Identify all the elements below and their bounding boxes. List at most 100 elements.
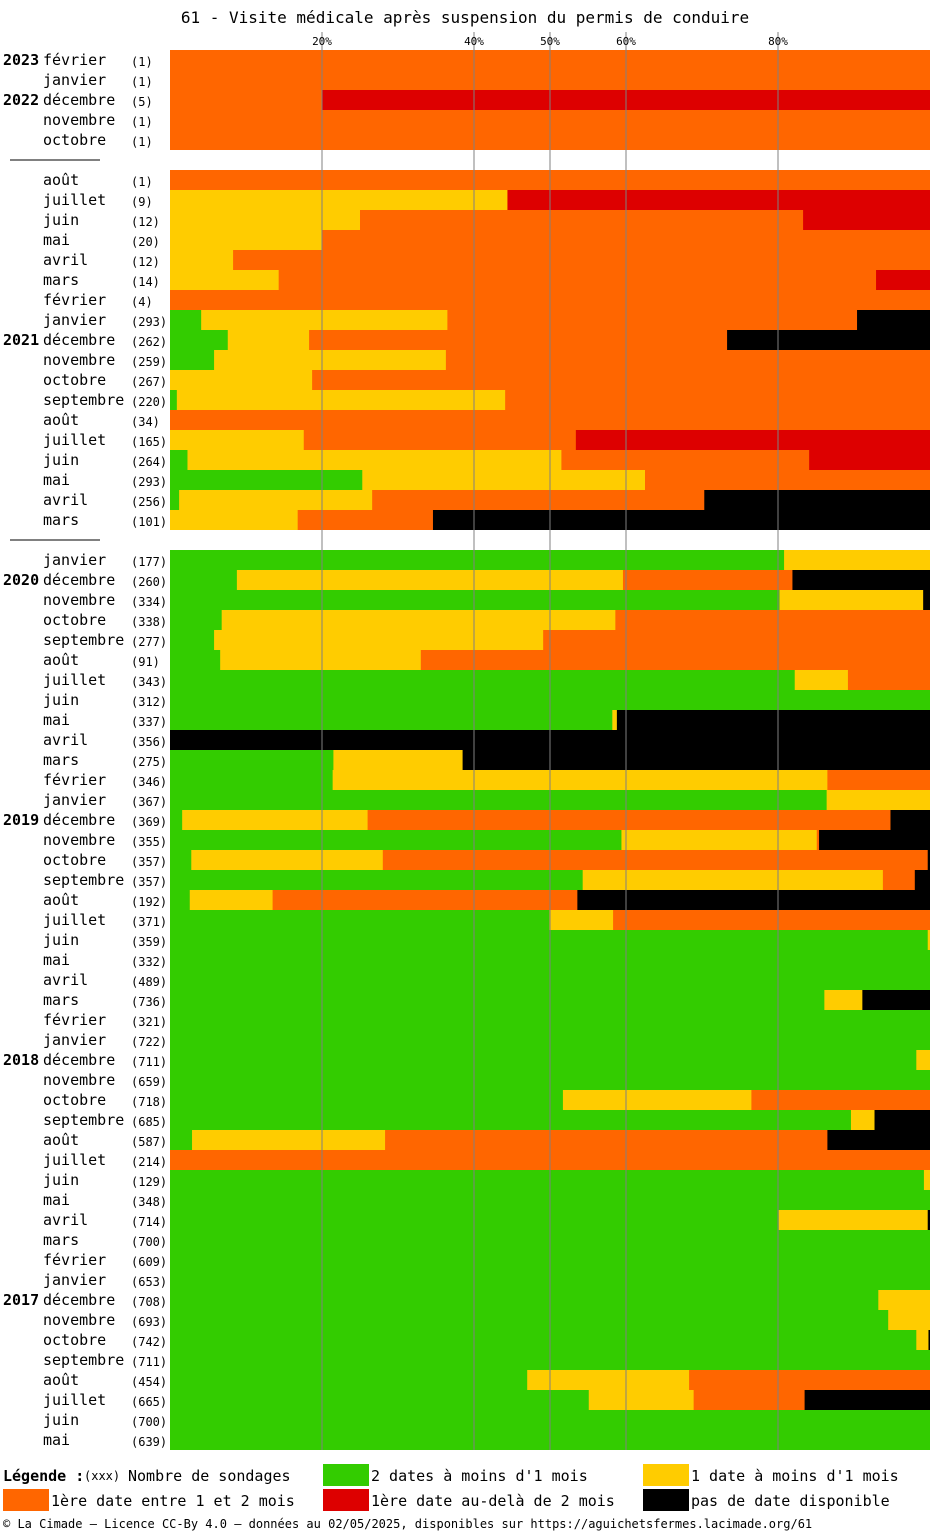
row-count-label: (9) (131, 195, 153, 209)
row-year-label: 2019 (3, 811, 39, 829)
bar-segment-yellow (179, 490, 373, 510)
bar-segment-orange (385, 1130, 828, 1150)
row-count-label: (264) (131, 455, 167, 469)
bar-segment-red (575, 430, 930, 450)
row-count-label: (343) (131, 675, 167, 689)
bar-segment-yellow (236, 570, 624, 590)
bar-segment-black (432, 510, 930, 530)
bar-segment-green (170, 710, 613, 730)
x-tick-label: 40% (464, 35, 484, 48)
bar-segment-green (170, 750, 334, 770)
bar-segment-orange (751, 1090, 930, 1110)
bar-segment-black (890, 810, 930, 830)
legend-swatch-yellow (643, 1464, 689, 1486)
bar-segment-green (170, 1210, 780, 1230)
bar-segment-black (927, 1210, 930, 1230)
bar-segment-yellow (927, 930, 930, 950)
row-month-label: mai (43, 1191, 70, 1209)
row-month-label: mai (43, 951, 70, 969)
bar-segment-yellow (176, 390, 506, 410)
bar-segment-yellow (170, 210, 361, 230)
row-count-label: (4) (131, 295, 153, 309)
row-count-label: (256) (131, 495, 167, 509)
bar-segment-green (170, 310, 202, 330)
row-year-label: 2023 (3, 51, 39, 69)
bar-segment-orange (561, 450, 810, 470)
row-count-label: (12) (131, 215, 160, 229)
bar-segment-black (792, 570, 930, 590)
row-count-label: (685) (131, 1115, 167, 1129)
row-month-label: décembre (43, 811, 115, 829)
bar-segment-orange (272, 890, 578, 910)
row-count-label: (356) (131, 735, 167, 749)
bar-segment-orange (882, 870, 916, 890)
bar-segment-orange (816, 830, 820, 850)
row-count-label: (293) (131, 475, 167, 489)
row-month-label: mai (43, 1431, 70, 1449)
bar-segment-black (927, 850, 930, 870)
row-count-label: (708) (131, 1295, 167, 1309)
row-year-label: 2020 (3, 571, 39, 589)
bar-segment-yellow (549, 910, 614, 930)
bar-segment-orange (309, 330, 728, 350)
row-count-label: (5) (131, 95, 153, 109)
row-count-label: (12) (131, 255, 160, 269)
row-month-label: octobre (43, 611, 106, 629)
bar-segment-yellow (182, 810, 368, 830)
bar-segment-black (462, 750, 930, 770)
bar-segment-yellow (621, 830, 818, 850)
stacked-bar-chart: 2023 février (1)janvier (1)2022 décembre (5)n… (3, 32, 930, 1450)
row-month-label: juin (43, 691, 79, 709)
bar-segment-yellow (170, 250, 234, 270)
row-count-label: (177) (131, 555, 167, 569)
legend-title: Légende : (3, 1467, 85, 1485)
bar-segment-green (170, 1170, 925, 1190)
row-count-label: (367) (131, 795, 167, 809)
row-count-label: (1) (131, 115, 153, 129)
row-month-label: août (43, 651, 79, 669)
bar-segment-green (170, 590, 780, 610)
row-month-label: novembre (43, 591, 115, 609)
row-count-label: (587) (131, 1135, 167, 1149)
row-month-label: août (43, 1371, 79, 1389)
row-count-label: (357) (131, 855, 167, 869)
row-month-label: juillet (43, 671, 106, 689)
bar-segment-green (170, 490, 180, 510)
bar-segment-orange (233, 250, 930, 270)
bar-segment-black (928, 1330, 930, 1350)
bar-segment-black (862, 990, 930, 1010)
row-month-label: décembre (43, 91, 115, 109)
bar-segment-yellow (527, 1370, 690, 1390)
bar-segment-yellow (878, 1290, 930, 1310)
row-month-label: juillet (43, 191, 106, 209)
row-count-label: (742) (131, 1335, 167, 1349)
row-month-label: avril (43, 491, 88, 509)
bar-segment-yellow (923, 1170, 930, 1190)
bar-segment-orange (382, 850, 929, 870)
row-count-label: (259) (131, 355, 167, 369)
bar-segment-orange (372, 490, 705, 510)
legend-label-orange: 1ère date entre 1 et 2 mois (51, 1492, 295, 1510)
row-month-label: novembre (43, 831, 115, 849)
bar-segment-green (170, 930, 929, 950)
bar-segment-yellow (170, 230, 323, 250)
row-count-label: (700) (131, 1415, 167, 1429)
row-year-label: 2022 (3, 91, 39, 109)
row-count-label: (714) (131, 1215, 167, 1229)
row-month-label: janvier (43, 71, 106, 89)
x-tick-label: 60% (616, 35, 636, 48)
legend-label-red: 1ère date au-delà de 2 mois (371, 1492, 615, 1510)
row-count-label: (293) (131, 315, 167, 329)
row-count-label: (371) (131, 915, 167, 929)
legend-count-hint: (xxx) (84, 1469, 121, 1483)
bar-segment-green (170, 1130, 193, 1150)
row-count-label: (722) (131, 1035, 167, 1049)
row-month-label: mars (43, 991, 79, 1009)
bar-segment-green (170, 850, 192, 870)
bar-segment-yellow (227, 330, 310, 350)
bar-segment-green (170, 1390, 590, 1410)
row-month-label: août (43, 891, 79, 909)
bar-segment-orange (303, 430, 577, 450)
row-month-label: novembre (43, 111, 115, 129)
row-month-label: août (43, 171, 79, 189)
